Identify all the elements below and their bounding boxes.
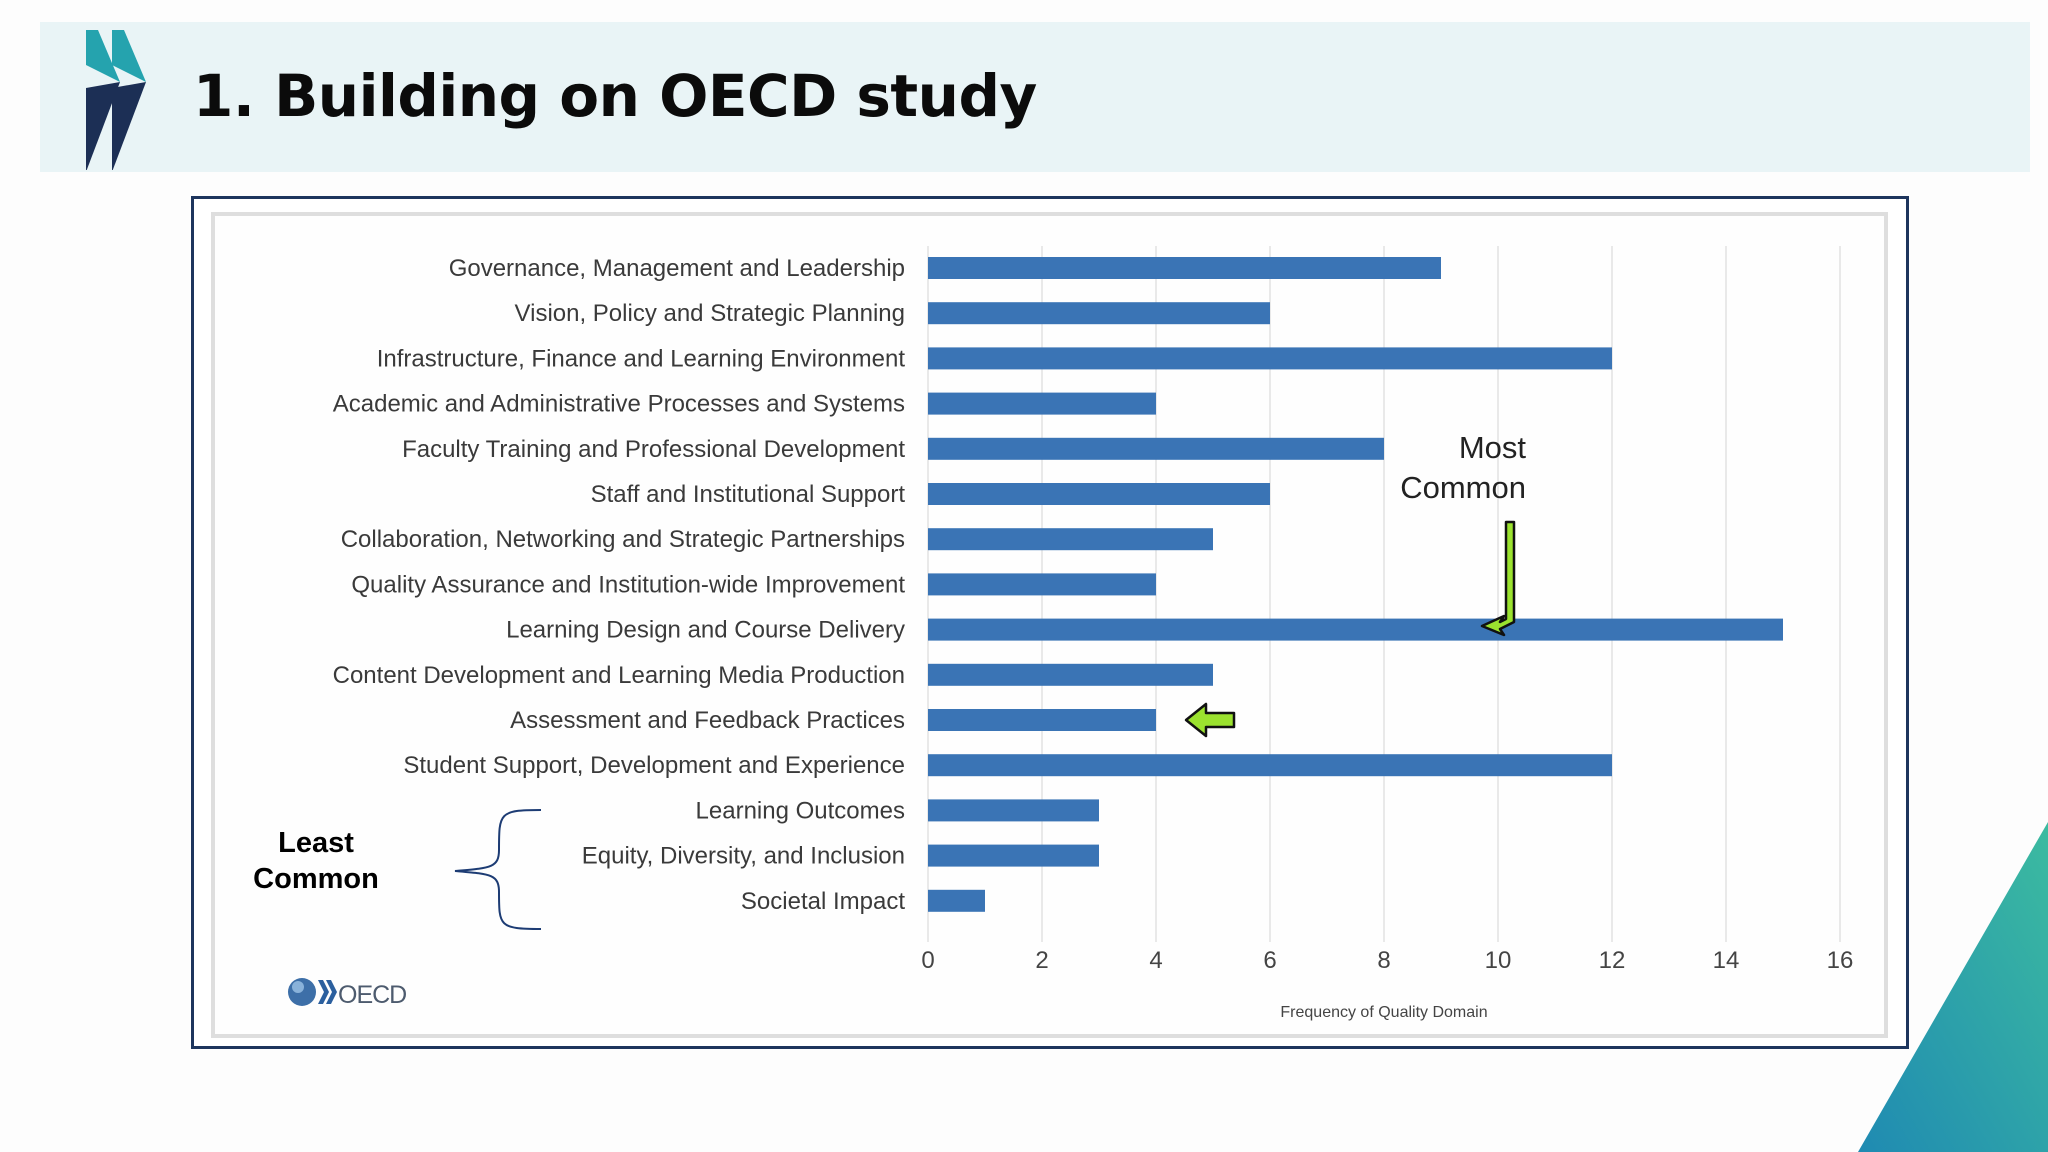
category-label: Vision, Policy and Strategic Planning (515, 300, 905, 327)
x-tick-label: 12 (1599, 947, 1626, 974)
bar (928, 889, 985, 912)
bar (928, 573, 1156, 596)
chart-panel: Governance, Management and Leadership Vis… (211, 212, 1888, 1038)
bar (928, 483, 1270, 505)
category-label: Academic and Administrative Processes an… (333, 391, 905, 418)
left-arrow-icon (1184, 702, 1236, 738)
category-label: Student Support, Development and Experie… (403, 752, 905, 779)
x-tick-label: 0 (921, 947, 934, 974)
x-tick-label: 16 (1827, 947, 1854, 974)
bar (928, 347, 1612, 370)
bar-chart: Governance, Management and Leadership Vis… (253, 246, 1854, 1021)
page-title: 1. Building on OECD study (193, 62, 1037, 130)
most-common-label-line2: Common (1400, 470, 1526, 505)
chart-frame: Governance, Management and Leadership Vis… (191, 196, 1909, 1049)
category-label: Learning Design and Course Delivery (506, 617, 905, 644)
category-label: Equity, Diversity, and Inclusion (582, 843, 905, 870)
x-tick-label: 4 (1149, 947, 1162, 974)
bar (928, 302, 1270, 325)
x-tick-label: 8 (1377, 947, 1390, 974)
corner-accent-triangle (1858, 822, 2048, 1152)
oecd-logo-text: OECD (338, 981, 406, 1009)
category-label: Governance, Management and Leadership (449, 255, 905, 282)
bar (928, 392, 1156, 415)
category-label: Infrastructure, Finance and Learning Env… (377, 345, 906, 372)
least-common-label-line2: Common (253, 863, 379, 895)
oecd-chevron-icon (86, 30, 146, 170)
category-label: Societal Impact (741, 888, 905, 915)
category-label: Assessment and Feedback Practices (510, 707, 905, 734)
category-label: Collaboration, Networking and Strategic … (341, 526, 905, 553)
bar (928, 754, 1612, 777)
least-common-label-line1: Least (278, 827, 354, 859)
bar (928, 528, 1213, 551)
x-tick-label: 10 (1485, 947, 1512, 974)
category-label: Staff and Institutional Support (591, 481, 906, 508)
category-label: Faculty Training and Professional Develo… (402, 436, 905, 463)
bar (928, 844, 1099, 867)
bar (928, 437, 1384, 460)
x-tick-label: 6 (1263, 947, 1276, 974)
bar (928, 618, 1783, 641)
title-banner: 1. Building on OECD study (40, 22, 2030, 172)
x-tick-label: 2 (1035, 947, 1048, 974)
least-common-brace (454, 809, 542, 930)
bar (928, 709, 1156, 731)
bar (928, 663, 1213, 686)
oecd-logo: OECD (288, 978, 407, 1009)
category-label: Content Development and Learning Media P… (333, 662, 905, 689)
most-common-label-line1: Most (1459, 430, 1527, 465)
category-label: Quality Assurance and Institution-wide I… (351, 571, 905, 598)
category-label: Learning Outcomes (696, 797, 905, 824)
logo-chevrons-icon (318, 980, 337, 1004)
down-left-arrow-icon (1480, 520, 1516, 637)
bar (928, 799, 1099, 822)
globe-icon (288, 978, 316, 1006)
bar (928, 257, 1441, 279)
x-axis-label: Frequency of Quality Domain (1280, 1004, 1487, 1021)
x-tick-label: 14 (1713, 947, 1740, 974)
